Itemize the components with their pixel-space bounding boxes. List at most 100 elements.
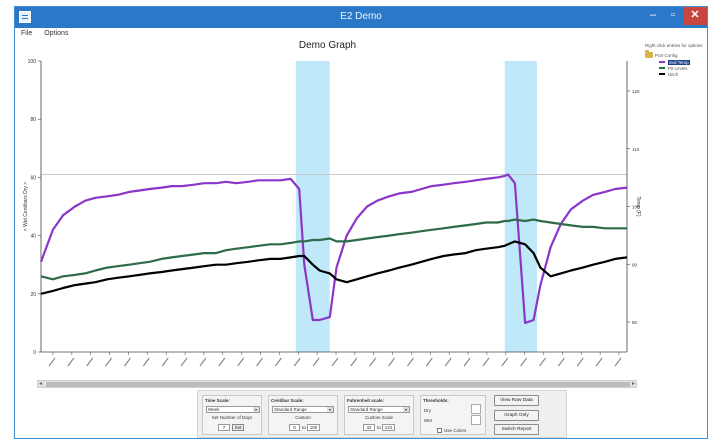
fahrenheit-scale-group: Fahrenheit scale: Standard Range ▾ Custo… (344, 395, 414, 435)
x-tick-label (501, 357, 509, 367)
fahrenheit-custom-label: Custom Scale (364, 415, 393, 420)
x-tick-label (274, 357, 282, 367)
x-tick-label (369, 357, 377, 367)
legend-group-label: Port Config (655, 52, 678, 58)
x-tick-label (142, 357, 150, 367)
time-scale-select[interactable]: Week ▾ (206, 406, 260, 413)
folder-icon (645, 50, 653, 58)
y-tick-label: 0 (33, 350, 36, 356)
x-tick-label (218, 357, 226, 367)
minimize-button[interactable]: – (649, 9, 657, 21)
menu-file[interactable]: File (21, 30, 33, 37)
app-window: E2 Demo – ▫ ✕ File Options Demo Graph 0 2… (14, 6, 708, 439)
x-tick-label (331, 357, 339, 367)
chevron-down-icon: ▾ (253, 407, 259, 412)
view-raw-data-button[interactable]: View Raw Data (494, 395, 539, 406)
legend-swatch (659, 61, 665, 63)
use-colors-checkbox[interactable] (437, 428, 442, 433)
x-tick-label (595, 357, 603, 367)
centibar-scale-select[interactable]: Standard Range ▾ (272, 406, 334, 413)
chevron-down-icon: ▾ (327, 407, 333, 412)
time-scale-value: Week (208, 407, 220, 412)
thresholds-group: Thresholds: Dry Wet Use Colors (420, 395, 486, 435)
legend-item-pit-levels[interactable]: Pit Levels (645, 65, 709, 71)
x-tick-label (520, 357, 528, 367)
fahrenheit-scale-title: Fahrenheit scale: (347, 398, 385, 403)
legend-item-label: Soil Temp (668, 59, 690, 65)
menu-options[interactable]: Options (44, 30, 69, 37)
series-line-ditch (40, 240, 628, 295)
y-tick-label: 20 (30, 292, 36, 298)
x-tick-label (67, 357, 75, 367)
close-button[interactable]: ✕ (683, 7, 707, 25)
centibar-scale-group: Centibar Scale: Standard Range ▾ Custom … (268, 395, 338, 435)
use-colors-label: Use Colors (444, 428, 467, 433)
legend-swatch (659, 73, 665, 75)
scroll-right-arrow-icon[interactable]: ▸ (631, 381, 635, 387)
app-icon (19, 11, 31, 23)
fahrenheit-scale-select[interactable]: Standard Range ▾ (348, 406, 410, 413)
scroll-thumb[interactable] (46, 382, 630, 387)
days-input[interactable]: 7 (218, 424, 230, 431)
scroll-left-arrow-icon[interactable]: ◂ (39, 381, 43, 387)
thresholds-title: Thresholds: (423, 398, 449, 403)
menu-bar: File Options (15, 28, 707, 41)
y2-tick-label: 80 (632, 320, 638, 325)
fahrenheit-to-label: to (377, 425, 381, 430)
x-tick-label (256, 357, 264, 367)
control-panel: Time Scale: Week ▾ Set Number of Days 7 … (197, 390, 567, 438)
switch-report-button[interactable]: Switch Report (494, 424, 539, 435)
y2-tick-label: 90 (632, 262, 638, 267)
legend: Right click entries for options Port Con… (645, 43, 709, 77)
x-tick-label (482, 357, 490, 367)
x-tick-label (105, 357, 113, 367)
x-tick-label (614, 357, 622, 367)
legend-item-ditch[interactable]: Ditch (645, 71, 709, 77)
fahrenheit-min-input[interactable]: 32 (363, 424, 375, 431)
x-tick-label (161, 357, 169, 367)
y-tick-label: 40 (30, 234, 36, 240)
demo-graph-chart[interactable]: 0 20 40 60 80 100 80 90 100 110 120 < Wet Centibars… (15, 41, 643, 379)
centibar-min-input[interactable]: 0 (289, 424, 300, 431)
wet-color-box[interactable] (471, 415, 481, 425)
x-tick-label (388, 357, 396, 367)
centibar-scale-title: Centibar Scale: (271, 398, 304, 403)
y2-tick-label: 120 (632, 89, 640, 94)
y-tick-label: 80 (30, 117, 36, 123)
legend-swatch (659, 67, 665, 69)
horizontal-scrollbar[interactable]: ◂ ▸ (37, 380, 637, 388)
set-days-label: Set Number of Days (211, 415, 253, 420)
legend-group[interactable]: Port Config (645, 50, 709, 58)
irrigation-band (504, 61, 537, 352)
left-axis-label: < Wet Centibars Dry > (23, 182, 29, 231)
y2-tick-label: 110 (632, 147, 640, 152)
dry-label: Dry (424, 408, 431, 413)
x-tick-label (312, 357, 320, 367)
maximize-button[interactable]: ▫ (671, 9, 675, 21)
x-tick-label (576, 357, 584, 367)
x-tick-label (539, 357, 547, 367)
centibar-max-input[interactable]: 100 (307, 424, 320, 431)
chevron-down-icon: ▾ (403, 407, 409, 412)
series-line-pit-levels (40, 218, 627, 281)
legend-item-label: Ditch (668, 71, 679, 77)
x-tick-label (180, 357, 188, 367)
x-tick-label (123, 357, 131, 367)
title-bar[interactable]: E2 Demo – ▫ ✕ (15, 7, 707, 28)
graph-only-button[interactable]: Graph Only (494, 410, 539, 421)
x-tick-label (425, 357, 433, 367)
x-tick-label (237, 357, 245, 367)
legend-item-label: Pit Levels (668, 65, 688, 71)
x-tick-label (444, 357, 452, 367)
x-tick-label (48, 357, 56, 367)
x-tick-label (86, 357, 94, 367)
legend-item-soil-temp[interactable]: Soil Temp (645, 59, 709, 65)
fahrenheit-scale-value: Standard Range (350, 407, 383, 412)
fahrenheit-max-input[interactable]: 122 (382, 424, 395, 431)
x-tick-label (557, 357, 565, 367)
set-days-button[interactable]: Set (232, 424, 244, 431)
right-axis-label: Temp (F) (635, 197, 641, 217)
legend-hint: Right click entries for options (645, 43, 703, 48)
centibar-scale-value: Standard Range (274, 407, 307, 412)
dry-color-box[interactable] (471, 404, 481, 414)
